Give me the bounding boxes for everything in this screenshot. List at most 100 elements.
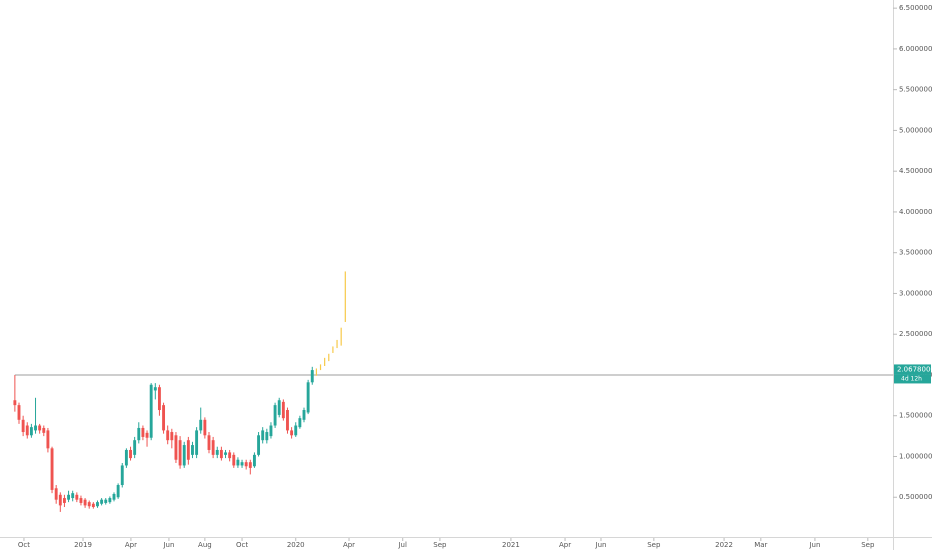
- candle-body: [186, 440, 190, 460]
- candle-body: [79, 498, 83, 503]
- candle-body: [228, 452, 232, 459]
- candle-body: [240, 462, 244, 466]
- y-tick-label: 1.00000000: [899, 452, 932, 460]
- candle-body: [13, 400, 17, 406]
- candle-body: [42, 427, 46, 433]
- candle-body: [277, 400, 281, 415]
- candle-body: [100, 499, 104, 504]
- candle-body: [54, 488, 58, 500]
- x-tick-label: Sep: [433, 541, 447, 549]
- x-tick-label: Jun: [162, 541, 174, 549]
- candle-body: [252, 454, 256, 467]
- candle-body: [124, 449, 128, 466]
- candle-body: [87, 502, 91, 507]
- candle-body: [17, 405, 21, 420]
- y-tick-label: 2.50000000: [899, 330, 932, 338]
- x-tick-label: Apr: [125, 541, 137, 549]
- candle-body: [215, 449, 219, 455]
- x-tick-label: 2019: [74, 541, 92, 549]
- y-tick-label: 1.50000000: [899, 412, 932, 420]
- candle-body: [269, 425, 273, 437]
- candle-body: [265, 432, 269, 441]
- candle-body: [46, 430, 50, 449]
- y-tick-label: 5.00000000: [899, 126, 932, 134]
- candle-body: [137, 427, 141, 441]
- x-tick-label: Jul: [397, 541, 407, 549]
- candle-body: [191, 445, 194, 455]
- candle-body: [178, 440, 182, 466]
- candle-body: [129, 449, 132, 459]
- candle-body: [170, 432, 174, 441]
- x-tick-label: Apr: [343, 541, 355, 549]
- candle-body: [244, 462, 248, 467]
- candle-body: [306, 382, 310, 413]
- candle-body: [286, 410, 289, 431]
- candle-body: [149, 384, 153, 438]
- candle-body: [211, 440, 215, 455]
- x-tick-label: 2020: [287, 541, 305, 549]
- candle-body: [96, 502, 99, 507]
- candle-body: [199, 419, 203, 431]
- candle-body: [25, 425, 29, 436]
- candle-body: [166, 430, 170, 441]
- x-tick-label: Sep: [647, 541, 661, 549]
- candle-body: [207, 435, 211, 450]
- candle-body: [120, 465, 124, 486]
- candle-body: [290, 430, 294, 436]
- last-price-label: 2.06780000: [897, 365, 932, 373]
- x-tick-label: Jun: [808, 541, 820, 549]
- candle-body: [21, 419, 25, 433]
- candle-body: [162, 405, 166, 431]
- candle-body: [91, 503, 95, 508]
- candle-body: [38, 425, 42, 431]
- candle-body: [141, 427, 145, 437]
- candle-body: [112, 493, 116, 500]
- x-tick-label: Apr: [559, 541, 571, 549]
- y-tick-label: 6.00000000: [899, 45, 932, 53]
- candle-body: [203, 419, 207, 436]
- candle-body: [145, 432, 149, 438]
- candle-body: [108, 498, 112, 503]
- countdown-label: 4d 12h: [901, 375, 922, 382]
- candle-body: [195, 430, 199, 455]
- candle-body: [75, 494, 79, 500]
- x-tick-label: Oct: [236, 541, 248, 549]
- candle-body: [83, 499, 87, 506]
- candle-body: [261, 430, 265, 441]
- candle-body: [71, 493, 75, 499]
- candle-body: [133, 440, 137, 455]
- candle-body: [302, 410, 306, 420]
- candle-body: [219, 449, 223, 459]
- y-tick-label: 4.50000000: [899, 167, 932, 175]
- y-tick-label: 4.00000000: [899, 208, 932, 216]
- x-tick-label: Mar: [754, 541, 767, 549]
- candle-body: [294, 425, 298, 436]
- candle-body: [182, 445, 186, 466]
- candle-body: [224, 452, 227, 455]
- candle-body: [257, 435, 261, 455]
- x-tick-label: 2022: [715, 541, 733, 549]
- candle-body: [174, 435, 178, 460]
- y-tick-label: 6.50000000: [899, 4, 932, 12]
- candle-body: [34, 425, 37, 431]
- candle-body: [248, 462, 252, 468]
- candle-body: [153, 387, 157, 391]
- y-tick-label: 3.50000000: [899, 249, 932, 257]
- y-tick-label: 5.50000000: [899, 86, 932, 94]
- candle-body: [273, 405, 277, 426]
- candle-body: [50, 448, 54, 490]
- candle-body: [281, 401, 285, 419]
- candle-body: [310, 370, 314, 383]
- candle-body: [29, 427, 33, 436]
- candle-body: [58, 494, 62, 506]
- x-tick-label: 2021: [502, 541, 520, 549]
- candle-body: [62, 498, 66, 503]
- x-tick-label: Jun: [595, 541, 607, 549]
- candle-body: [104, 499, 108, 503]
- x-tick-label: Sep: [861, 541, 875, 549]
- candle-body: [116, 485, 120, 498]
- candle-body: [232, 454, 236, 466]
